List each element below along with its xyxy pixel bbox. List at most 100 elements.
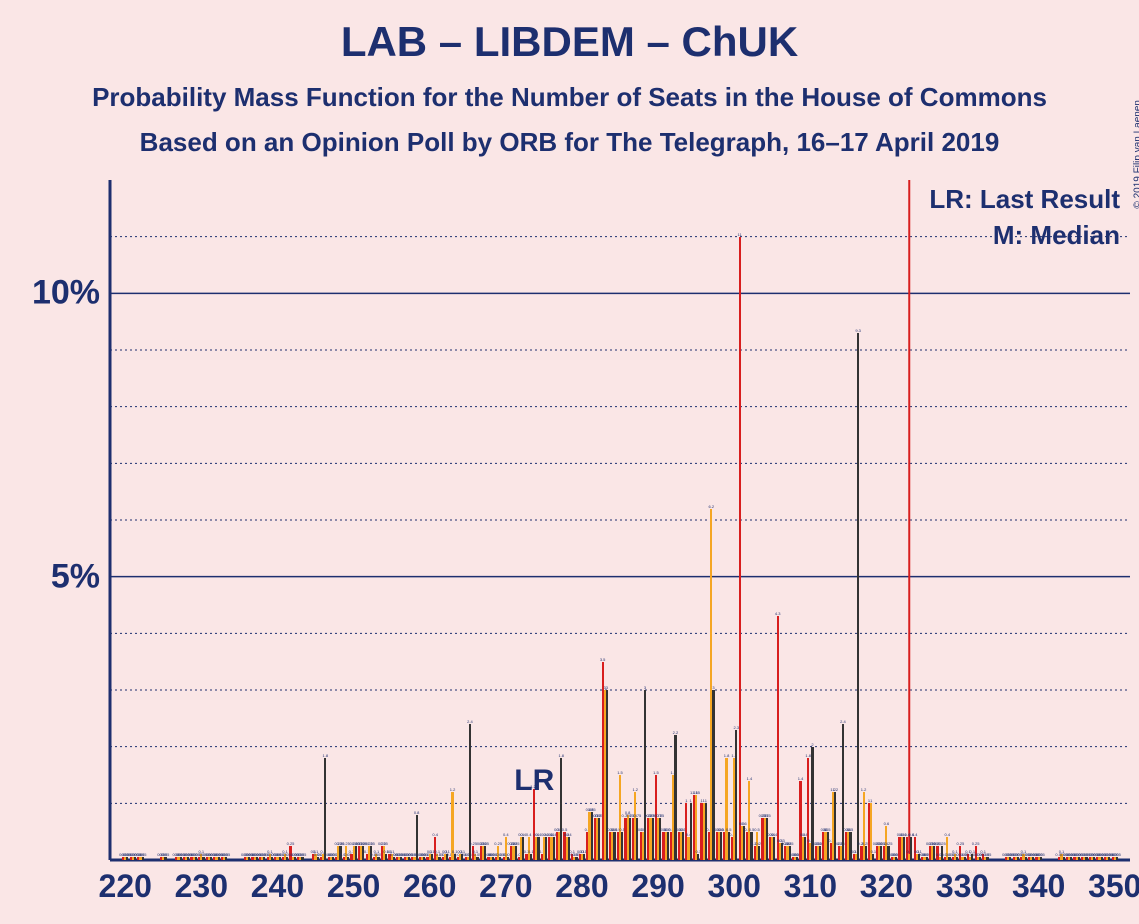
bar-ChUK: 0.05	[895, 857, 897, 860]
bar-ChUK: 0.25	[758, 846, 760, 860]
bar-ChUK: 0.05	[225, 857, 227, 860]
bar-ChUK: 9.3	[857, 333, 859, 860]
bar-ChUK: 0.75	[766, 818, 768, 861]
bar-ChUK: 0.05	[294, 857, 296, 860]
bar-ChUK: 0.5	[720, 832, 722, 860]
bar-value-label: 0.05	[984, 852, 992, 857]
bar-value-label: 0.85	[588, 807, 596, 812]
bar-ChUK: 0.5	[682, 832, 684, 860]
bar-ChUK: 3	[644, 690, 646, 860]
bar-value-label: 3.5	[600, 657, 606, 662]
bar-value-label: 0.25	[380, 841, 388, 846]
bar-value-label: 1.4	[798, 776, 804, 781]
bar-value-label: 1.8	[724, 753, 730, 758]
bar-ChUK: 0.4	[553, 837, 555, 860]
legend-last-result: LR: Last Result	[929, 184, 1120, 215]
bar-value-label: 0.75	[656, 813, 664, 818]
bar-value-label: 1	[685, 798, 687, 803]
bar-ChUK: 3	[712, 690, 714, 860]
x-tick-label: 250	[327, 868, 380, 905]
bar-ChUK: 0.4	[910, 837, 912, 860]
bar-value-label: 0.75	[633, 813, 641, 818]
bar-ChUK: 0.05	[1078, 857, 1080, 860]
bar-ChUK: 0.25	[880, 846, 882, 860]
bar-ChUK: 0.05	[438, 857, 440, 860]
bar-value-label: 0.4	[503, 832, 509, 837]
bar-value-label: 0.25	[512, 841, 520, 846]
bar-value-label: 0.05	[1113, 852, 1121, 857]
legend-median: M: Median	[993, 220, 1120, 251]
chart-plot-area: 0.05 0.05 0.05 0.05 0.05 0.05 0.05 0.05 0.05 0.05…	[110, 180, 1130, 860]
x-tick-label: 340	[1012, 868, 1065, 905]
bar-ChUK: 0.85	[591, 812, 593, 860]
bar-value-label: 3	[644, 685, 646, 690]
bar-value-label: 0.4	[526, 832, 532, 837]
bar-ChUK: 0.75	[652, 818, 654, 861]
bar-ChUK: 0.05	[1040, 857, 1042, 860]
bar-value-label: 0.5	[754, 827, 760, 832]
bar-ChUK: 1	[690, 803, 692, 860]
bar-value-label: 1.15	[692, 790, 700, 795]
bar-ChUK: 0.05	[134, 857, 136, 860]
bar-ChUK: 0.25	[865, 846, 867, 860]
bar-value-label: 0.5	[848, 827, 854, 832]
bar-value-label: 0.6	[741, 821, 747, 826]
bar-ChUK: 0.05	[1009, 857, 1011, 860]
bar-value-label: 9.3	[855, 328, 861, 333]
bar-ChUK: 0.05	[126, 857, 128, 860]
bar-value-label: 2.2	[673, 730, 679, 735]
chart-subtitle-2: Based on an Opinion Poll by ORB for The …	[0, 127, 1139, 158]
bar-ChUK: 2.4	[469, 724, 471, 860]
bar-ChUK: 0.05	[986, 857, 988, 860]
bar-ChUK: 0.05	[202, 857, 204, 860]
bar-value-label: 0.75	[763, 813, 771, 818]
copyright-notice: © 2019 Filip van Laenen	[1133, 100, 1139, 209]
bar-ChUK: 1.8	[324, 758, 326, 860]
bar-ChUK: 0.05	[263, 857, 265, 860]
bar-ChUK: 0.05	[979, 857, 981, 860]
x-tick-label: 290	[631, 868, 684, 905]
bar-ChUK: 0.05	[142, 857, 144, 860]
bar-LAB: 11	[739, 237, 741, 860]
y-tick-label: 10%	[32, 274, 100, 313]
bar-value-label: 0.4	[566, 832, 572, 837]
bar-ChUK: 2.2	[674, 735, 676, 860]
chart-title: LAB – LIBDEM – ChUK	[0, 0, 1139, 66]
bar-ChUK: 0.05	[476, 857, 478, 860]
x-tick-label: 220	[99, 868, 152, 905]
bar-ChUK: 0.05	[317, 857, 319, 860]
bar-ChUK: 0.1	[385, 854, 387, 860]
bar-ChUK: 0.05	[796, 857, 798, 860]
bar-ChUK: 0.4	[903, 837, 905, 860]
bar-ChUK: 0.05	[164, 857, 166, 860]
x-tick-label: 320	[860, 868, 913, 905]
bar-ChUK: 0.25	[355, 846, 357, 860]
bar-value-label: 3	[606, 685, 608, 690]
bar-value-label: 1.8	[805, 753, 811, 758]
bar-ChUK: 0.05	[1101, 857, 1103, 860]
bar-value-label: 1.2	[450, 787, 456, 792]
bar-ChUK: 0.75	[636, 818, 638, 861]
bar-ChUK: 0.1	[583, 854, 585, 860]
bar-value-label: 0.05	[299, 852, 307, 857]
bar-ChUK: 0.05	[271, 857, 273, 860]
bar-ChUK: 0.25	[819, 846, 821, 860]
bar-value-label: 2	[811, 742, 813, 747]
bar-ChUK: 0.05	[1063, 857, 1065, 860]
x-tick-label: 270	[479, 868, 532, 905]
bar-value-label: 1.2	[632, 787, 638, 792]
bar-ChUK: 0.05	[956, 857, 958, 860]
bar-value-label: 3	[712, 685, 714, 690]
bar-value-label: 0.4	[945, 832, 951, 837]
bar-ChUK: 0.5	[621, 832, 623, 860]
bar-ChUK: 0.05	[393, 857, 395, 860]
bar-ChUK: 3	[606, 690, 608, 860]
x-tick-label: 330	[936, 868, 989, 905]
bar-value-label: 0.8	[414, 810, 420, 815]
bar-value-label: 1	[705, 798, 707, 803]
chart-subtitle-1: Probability Mass Function for the Number…	[0, 82, 1139, 113]
bar-ChUK: 0.05	[492, 857, 494, 860]
bar-value-label: 2.4	[840, 719, 846, 724]
chart-bars: 0.05 0.05 0.05 0.05 0.05 0.05 0.05 0.05 0.05 0.05…	[110, 180, 1130, 860]
x-tick-label: 300	[707, 868, 760, 905]
